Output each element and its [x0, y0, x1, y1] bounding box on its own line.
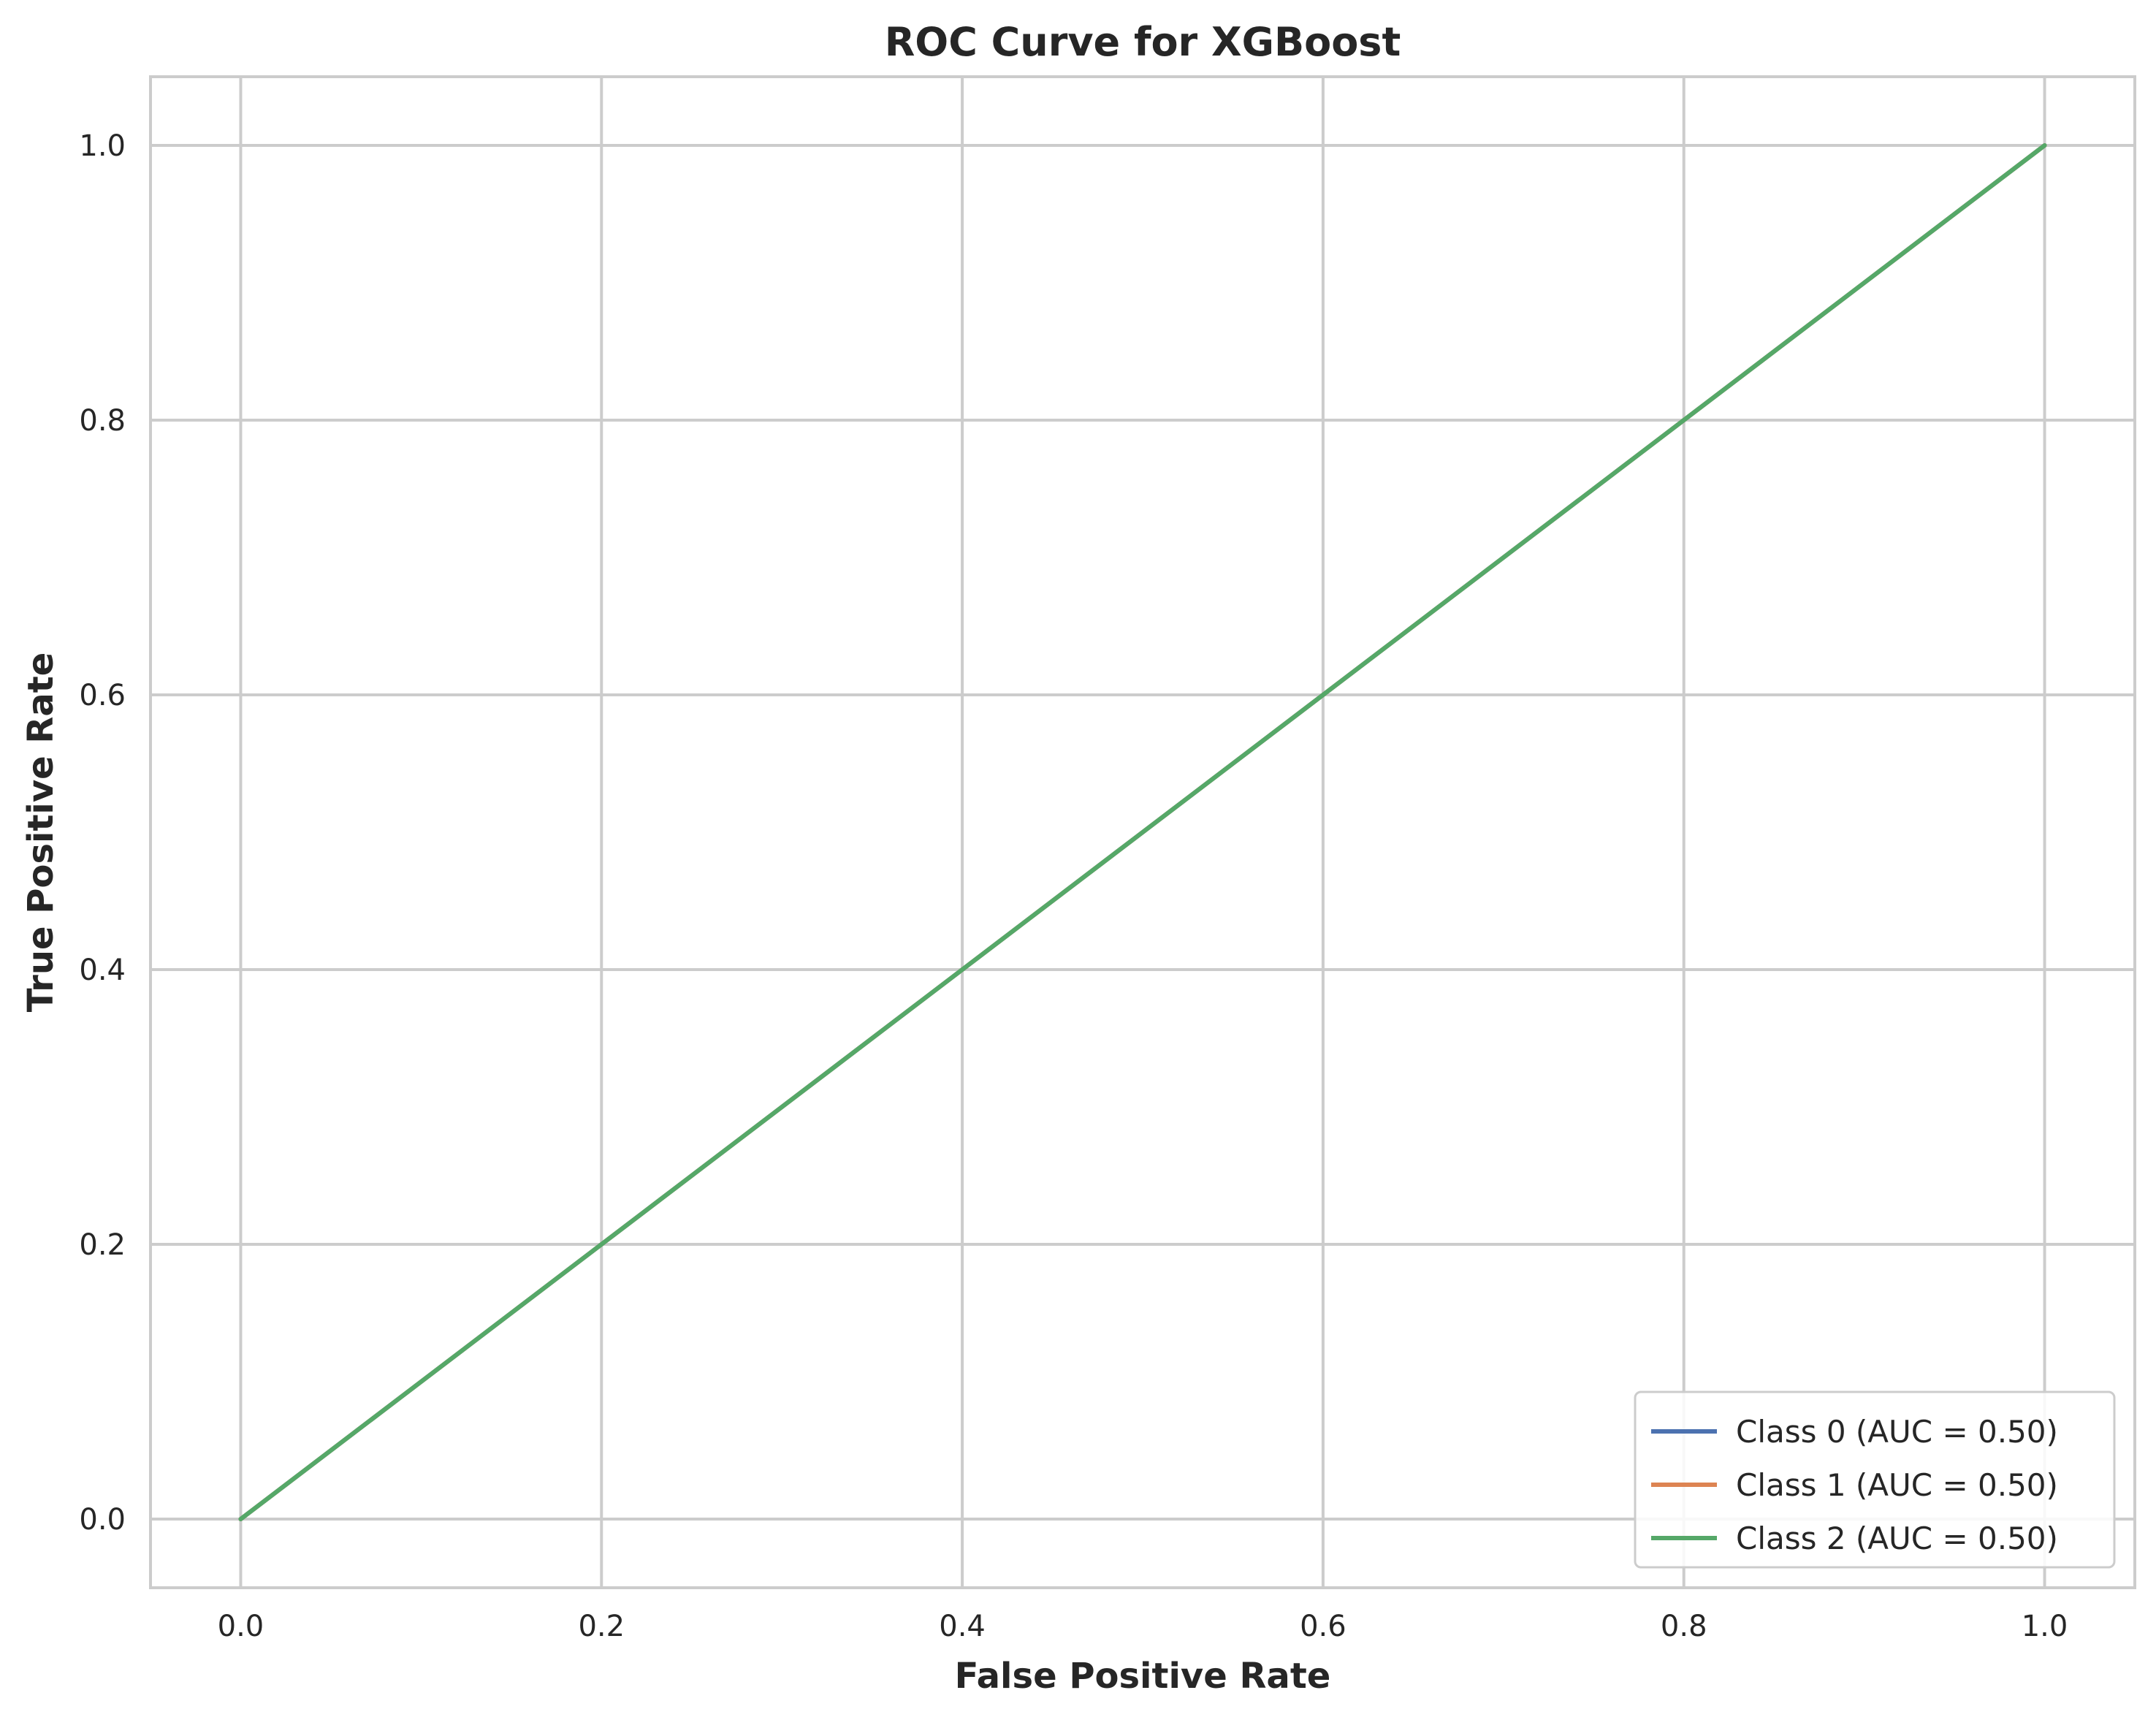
tick-labels: 0.0 0.2 0.4 0.6 0.8 1.0 0.0 0.2 0.4 0.6 0.8 1.0	[79, 129, 2068, 1643]
legend-label: Class 0 (AUC = 0.50)	[1736, 1414, 2058, 1450]
x-tick-label: 0.2	[578, 1610, 625, 1643]
y-tick-label: 0.8	[79, 404, 126, 438]
x-tick-label: 0.6	[1300, 1610, 1346, 1643]
legend-label: Class 2 (AUC = 0.50)	[1736, 1521, 2058, 1556]
y-axis-title: True Positive Rate	[20, 652, 61, 1013]
x-tick-label: 0.4	[939, 1610, 986, 1643]
chart-title: ROC Curve for XGBoost	[885, 19, 1401, 65]
x-tick-label: 1.0	[2022, 1610, 2068, 1643]
x-tick-label: 0.8	[1661, 1610, 1707, 1643]
legend: Class 0 (AUC = 0.50) Class 1 (AUC = 0.50)…	[1634, 1390, 2116, 1569]
legend-label: Class 1 (AUC = 0.50)	[1736, 1467, 2058, 1503]
y-tick-label: 0.4	[79, 954, 126, 987]
x-tick-label: 0.0	[218, 1610, 264, 1643]
y-tick-label: 1.0	[79, 129, 126, 163]
plot-frame	[149, 75, 2136, 1589]
series-line-class-2	[238, 143, 2047, 1521]
y-tick-label: 0.0	[79, 1503, 126, 1537]
x-axis-title: False Positive Rate	[955, 1656, 1331, 1697]
legend-box	[1634, 1390, 2116, 1569]
y-tick-label: 0.2	[79, 1228, 126, 1262]
grid	[151, 77, 2135, 1588]
y-tick-label: 0.6	[79, 679, 126, 712]
series-lines	[238, 143, 2047, 1521]
